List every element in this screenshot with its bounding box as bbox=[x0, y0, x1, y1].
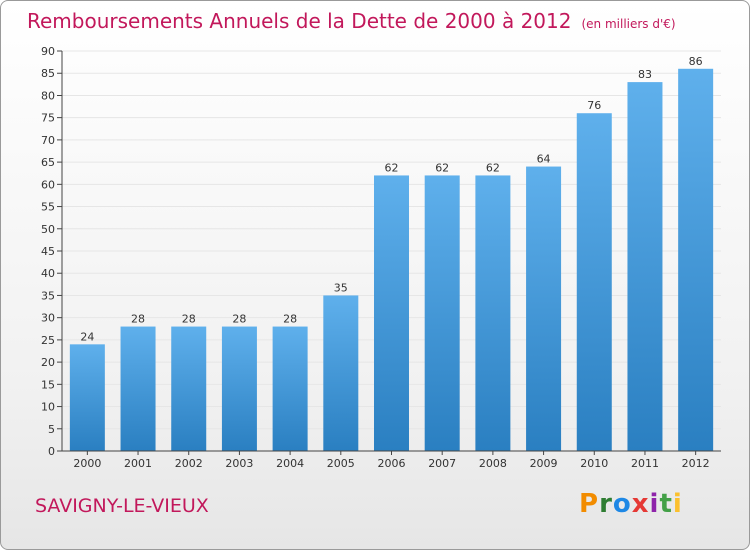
bar-value-label: 28 bbox=[131, 313, 145, 326]
bar bbox=[678, 68, 714, 452]
bar-value-label: 28 bbox=[232, 313, 246, 326]
bar-value-label: 76 bbox=[587, 99, 601, 112]
bar bbox=[627, 82, 663, 451]
bar bbox=[475, 175, 511, 451]
x-tick-label: 2002 bbox=[175, 457, 203, 470]
y-tick-label: 75 bbox=[41, 112, 55, 125]
y-tick-label: 85 bbox=[41, 67, 55, 80]
bar-value-label: 62 bbox=[385, 161, 399, 174]
bar-value-label: 62 bbox=[435, 161, 449, 174]
bar bbox=[526, 166, 562, 452]
bar-value-label: 86 bbox=[689, 55, 703, 68]
bar-value-label: 24 bbox=[80, 330, 94, 343]
logo-letter: t bbox=[659, 489, 673, 519]
y-tick-label: 10 bbox=[41, 401, 55, 414]
logo-letter: x bbox=[631, 489, 650, 519]
y-tick-label: 40 bbox=[41, 267, 55, 280]
y-tick-label: 30 bbox=[41, 312, 55, 325]
logo-letter: r bbox=[599, 489, 613, 519]
y-tick-label: 20 bbox=[41, 356, 55, 369]
bar bbox=[69, 344, 105, 451]
x-tick-label: 2007 bbox=[428, 457, 456, 470]
bar bbox=[171, 326, 207, 451]
title-text: Remboursements Annuels de la Dette de 20… bbox=[27, 9, 572, 33]
bar-value-label: 28 bbox=[182, 313, 196, 326]
y-tick-label: 45 bbox=[41, 245, 55, 258]
bar bbox=[576, 113, 612, 451]
bar bbox=[221, 326, 257, 451]
bar-value-label: 28 bbox=[283, 313, 297, 326]
y-tick-label: 70 bbox=[41, 134, 55, 147]
y-tick-label: 60 bbox=[41, 178, 55, 191]
logo-letter: P bbox=[579, 489, 600, 519]
bar-value-label: 83 bbox=[638, 68, 652, 81]
bar-chart: 24 28 28 28 28 35 62 62 62 64 76 83 86 0 5 10 15 20 25 30 3… bbox=[41, 45, 721, 470]
bar bbox=[424, 175, 460, 451]
bar bbox=[272, 326, 308, 451]
x-tick-label: 2003 bbox=[225, 457, 253, 470]
bar-value-label: 64 bbox=[537, 153, 551, 166]
x-tick-label: 2000 bbox=[73, 457, 101, 470]
y-tick-label: 50 bbox=[41, 223, 55, 236]
unit-label: (en milliers d'€) bbox=[581, 17, 676, 31]
axes: 0 5 10 15 20 25 30 35 40 45 50 55 60 65 70 75 80 85 90 2000… bbox=[41, 45, 721, 470]
y-tick-label: 35 bbox=[41, 289, 55, 302]
x-tick-label: 2008 bbox=[479, 457, 507, 470]
bars: 24 28 28 28 28 35 62 62 62 64 76 83 86 bbox=[69, 55, 714, 452]
x-tick-label: 2012 bbox=[682, 457, 710, 470]
x-tick-label: 2009 bbox=[530, 457, 558, 470]
y-tick-label: 0 bbox=[48, 445, 55, 458]
y-tick-label: 25 bbox=[41, 334, 55, 347]
bar bbox=[120, 326, 156, 451]
bar bbox=[323, 295, 359, 451]
x-tick-label: 2010 bbox=[580, 457, 608, 470]
x-tick-label: 2006 bbox=[378, 457, 406, 470]
y-tick-label: 65 bbox=[41, 156, 55, 169]
bar bbox=[374, 175, 409, 451]
y-tick-label: 5 bbox=[48, 423, 55, 436]
x-tick-label: 2004 bbox=[276, 457, 304, 470]
x-tick-label: 2001 bbox=[124, 457, 152, 470]
bar-value-label: 62 bbox=[486, 161, 500, 174]
bar-value-label: 35 bbox=[334, 281, 348, 294]
y-tick-label: 90 bbox=[41, 45, 55, 58]
logo-letter: i bbox=[672, 489, 683, 519]
logo-letter: i bbox=[649, 489, 660, 519]
y-tick-label: 15 bbox=[41, 378, 55, 391]
y-tick-label: 80 bbox=[41, 89, 55, 102]
x-tick-label: 2011 bbox=[631, 457, 659, 470]
logo-letter: o bbox=[612, 489, 632, 519]
y-tick-label: 55 bbox=[41, 201, 55, 214]
chart-title: Remboursements Annuels de la Dette de 20… bbox=[27, 9, 676, 33]
town-name: SAVIGNY-LE-VIEUX bbox=[35, 495, 209, 517]
proxiti-logo[interactable]: Proxiti bbox=[579, 489, 683, 519]
x-tick-label: 2005 bbox=[327, 457, 355, 470]
